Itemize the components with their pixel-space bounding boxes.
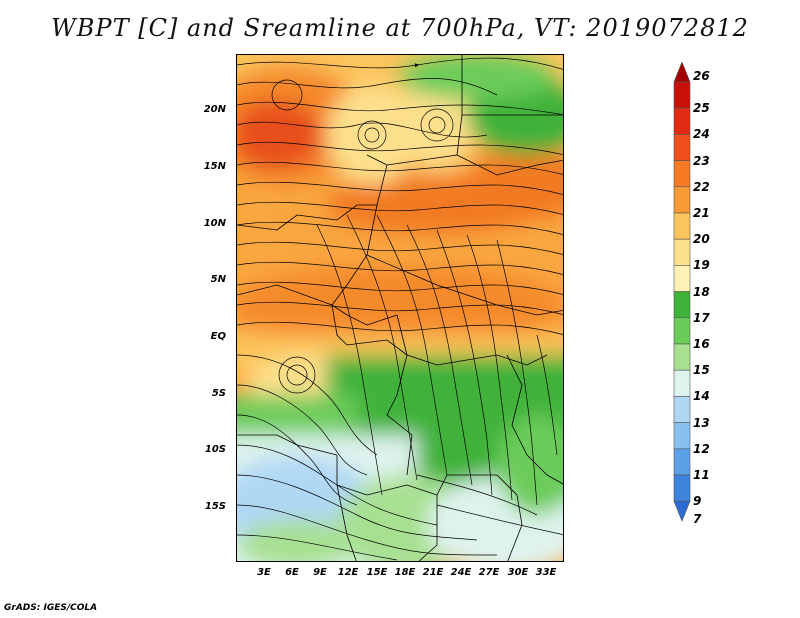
colorbar-segment	[673, 500, 691, 523]
colorbar-segment	[673, 107, 691, 135]
colorbar-label: 7	[693, 512, 702, 527]
colorbar-label: 26	[693, 69, 710, 83]
colorbar-segment	[673, 369, 691, 397]
colorbar-segment	[673, 474, 691, 502]
lon-label: 21E	[422, 567, 444, 578]
colorbar-segment	[673, 134, 691, 161]
colorbar-label: 13	[693, 415, 710, 430]
lon-label: 15E	[366, 567, 388, 578]
colorbar-segment	[673, 62, 691, 83]
lon-label: 24E	[450, 567, 472, 578]
lon-label: 18E	[394, 567, 416, 578]
grads-credit: GrADS: IGES/COLA	[4, 603, 98, 613]
colorbar-label: 14	[693, 389, 710, 404]
colorbar-segment	[673, 81, 691, 109]
wbpt-field	[237, 55, 563, 561]
streamlines	[237, 57, 563, 561]
lon-label: 6E	[285, 567, 299, 578]
lon-label: 12E	[337, 567, 359, 578]
map-panel	[236, 54, 564, 562]
colorbar-label: 21	[693, 206, 710, 220]
colorbar-label: 24	[693, 127, 710, 142]
colorbar-segment	[673, 448, 691, 476]
colorbar-label: 17	[693, 310, 710, 325]
colorbar-label: 20	[693, 232, 710, 247]
colorbar	[673, 62, 691, 523]
colorbar-segment	[673, 422, 691, 450]
colorbar-label: 22	[693, 179, 710, 194]
colorbar-segment	[673, 396, 691, 423]
colorbar-segment	[673, 343, 691, 371]
colorbar-segment	[673, 160, 691, 188]
colorbar-segment	[673, 265, 691, 292]
country-boundaries	[237, 55, 563, 561]
colorbar-label: 16	[693, 337, 710, 351]
colorbar-segment	[673, 186, 691, 214]
lat-label: 5S	[211, 388, 226, 399]
colorbar-label: 12	[693, 441, 710, 456]
colorbar-label: 19	[693, 258, 710, 273]
colorbar-label: 9	[693, 494, 702, 509]
colorbar-segment	[673, 317, 691, 345]
lat-label: 10N	[203, 218, 226, 229]
lon-label: 27E	[478, 567, 500, 578]
map-title: WBPT [C] and Sreamline at 700hPa, VT: 20…	[51, 14, 749, 42]
colorbar-label: 11	[693, 468, 710, 482]
lat-label: 5N	[210, 274, 226, 285]
colorbar-segment	[673, 238, 691, 266]
lat-label: 15N	[203, 161, 226, 172]
lon-label: 9E	[313, 567, 327, 578]
colorbar-label: 15	[693, 363, 710, 378]
colorbar-label: 23	[693, 153, 710, 168]
lat-label: 10S	[204, 444, 226, 455]
lat-label: 15S	[204, 501, 226, 512]
lon-label: 33E	[535, 567, 557, 578]
colorbar-label: 18	[693, 284, 710, 299]
colorbar-label: 25	[693, 101, 710, 116]
colorbar-segment	[673, 212, 691, 240]
lon-label: 30E	[507, 567, 529, 578]
colorbar-segment	[673, 291, 691, 319]
lat-label: EQ	[210, 331, 226, 342]
lat-label: 20N	[203, 104, 226, 115]
lon-label: 3E	[257, 567, 271, 578]
